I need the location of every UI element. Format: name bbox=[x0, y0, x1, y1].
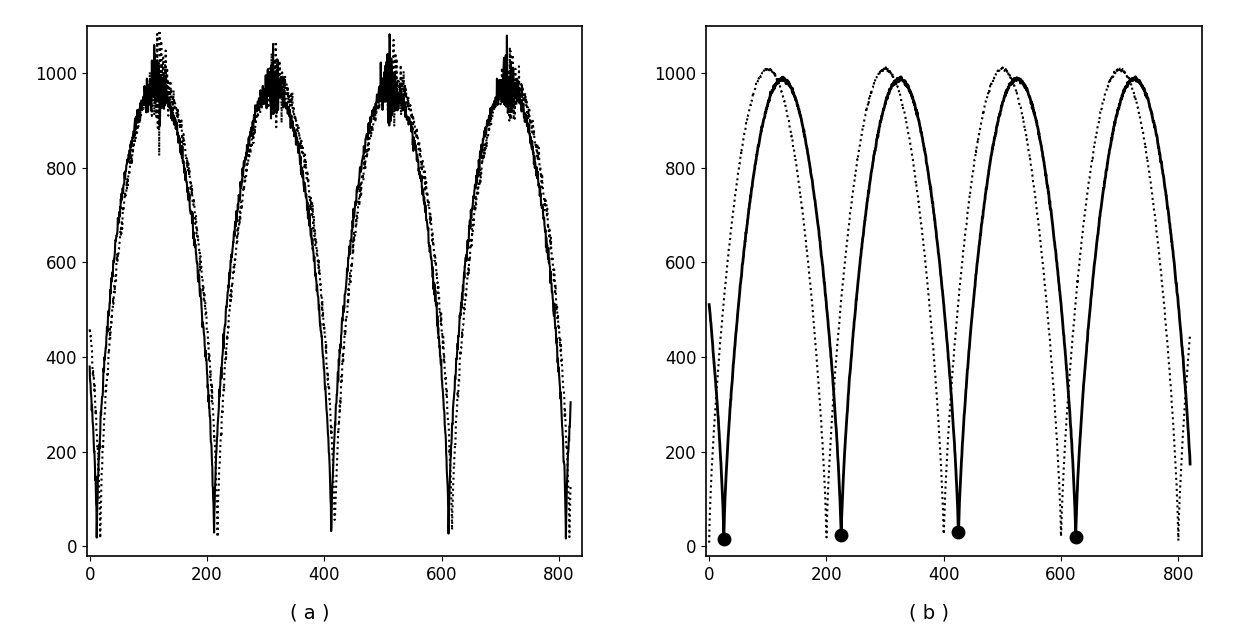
Text: ( a ): ( a ) bbox=[290, 604, 330, 623]
Text: ( b ): ( b ) bbox=[909, 604, 949, 623]
